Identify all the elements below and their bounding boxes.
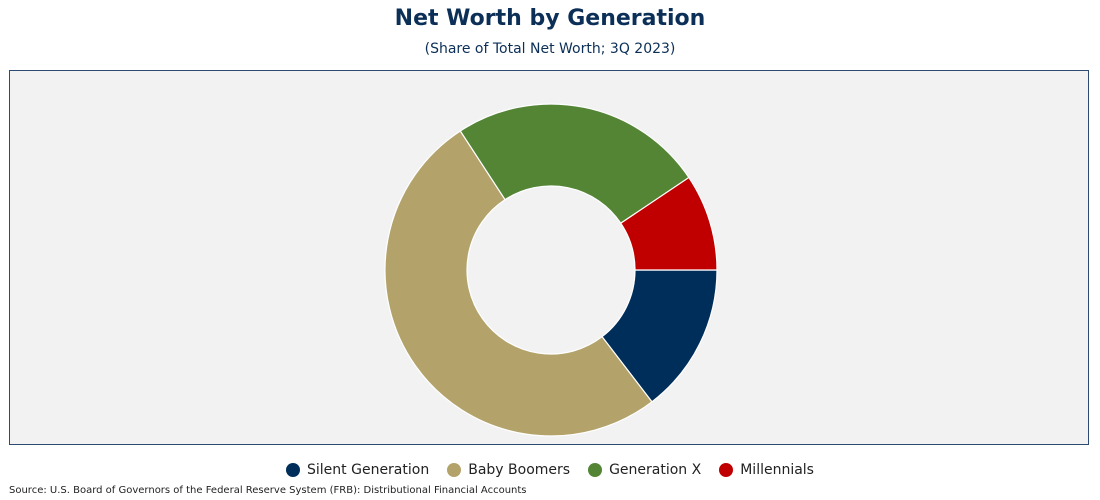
legend-swatch-millennials <box>719 463 734 477</box>
donut-slice-baby-boomers <box>384 130 653 437</box>
source-note: Source: U.S. Board of Governors of the F… <box>9 485 527 496</box>
legend-item-silent-generation: Silent Generation <box>286 462 429 478</box>
donut-slice-millennials <box>619 176 718 271</box>
legend-item-baby-boomers: Baby Boomers <box>447 462 570 478</box>
legend-label-millennials: Millennials <box>740 462 814 478</box>
legend-swatch-silent-generation <box>286 463 301 477</box>
legend: Silent Generation Baby Boomers Generation … <box>0 462 1100 478</box>
legend-label-silent-generation: Silent Generation <box>307 462 430 478</box>
donut-slice-generation-x <box>459 103 690 225</box>
legend-swatch-baby-boomers <box>447 463 462 477</box>
chart-subtitle: (Share of Total Net Worth; 3Q 2023) <box>424 41 676 57</box>
legend-item-generation-x: Generation X <box>588 462 701 478</box>
legend-label-generation-x: Generation X <box>609 462 702 478</box>
donut-chart <box>384 103 718 437</box>
chart-title: Net Worth by Generation <box>394 6 706 31</box>
legend-item-millennials: Millennials <box>719 462 814 478</box>
legend-label-baby-boomers: Baby Boomers <box>468 462 571 478</box>
legend-swatch-generation-x <box>588 463 603 477</box>
plot-area <box>9 70 1089 445</box>
